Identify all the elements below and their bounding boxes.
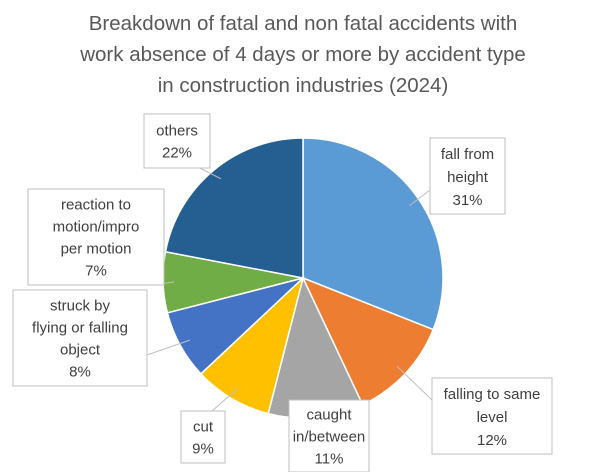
callout-box — [27, 188, 165, 286]
slice-category-label: reaction to — [61, 197, 131, 214]
slice-value-label: 31% — [452, 192, 482, 209]
slice-value-label: 11% — [315, 451, 344, 468]
callout-leader-line — [396, 365, 433, 401]
slice-category-label: caught — [306, 407, 352, 424]
pie-slice — [302, 137, 444, 331]
slice-category-label: height — [447, 169, 489, 186]
callout-leader-line — [211, 388, 238, 412]
chart-title: Breakdown of fatal and non fatal acciden… — [79, 12, 526, 97]
slice-category-label: level — [477, 409, 508, 426]
slice-value-label: 12% — [477, 432, 507, 449]
chart-title-line: Breakdown of fatal and non fatal acciden… — [89, 12, 518, 35]
chart-title-line: work absence of 4 days or more by accide… — [79, 43, 526, 66]
callout-box — [431, 377, 553, 455]
slice-category-label: falling to same — [444, 386, 541, 403]
slice-category-label: fall from — [441, 146, 494, 163]
slice-category-label: per motion — [61, 241, 132, 258]
callout-box — [288, 399, 370, 472]
slice-category-label: in/between — [293, 429, 366, 446]
callout-box — [429, 137, 506, 215]
pie-slice — [164, 137, 304, 279]
slice-category-label: object — [60, 342, 101, 359]
callout-leader-line — [199, 167, 222, 180]
callout-box — [180, 410, 226, 464]
pie-slices — [162, 137, 444, 419]
callout-box — [12, 289, 148, 387]
slice-category-label: motion/impro — [53, 219, 140, 236]
slice-value-label: 8% — [69, 364, 91, 381]
chart-title-line: in construction industries (2024) — [158, 74, 449, 97]
data-label-callouts: fall from height 31% falling to same level 12… — [12, 113, 553, 472]
slice-category-label: struck by — [50, 298, 111, 315]
callout-leader-line — [409, 189, 431, 206]
slice-category-label: others — [156, 123, 198, 140]
slice-value-label: 9% — [192, 441, 214, 458]
callout-leader-line — [146, 339, 191, 356]
callout-box — [143, 113, 211, 169]
pie-slice — [199, 275, 305, 415]
slice-category-label: flying or falling — [32, 320, 128, 337]
slice-value-label: 22% — [162, 145, 192, 162]
slice-category-label: cut — [193, 419, 214, 436]
slice-value-label: 7% — [85, 263, 107, 280]
